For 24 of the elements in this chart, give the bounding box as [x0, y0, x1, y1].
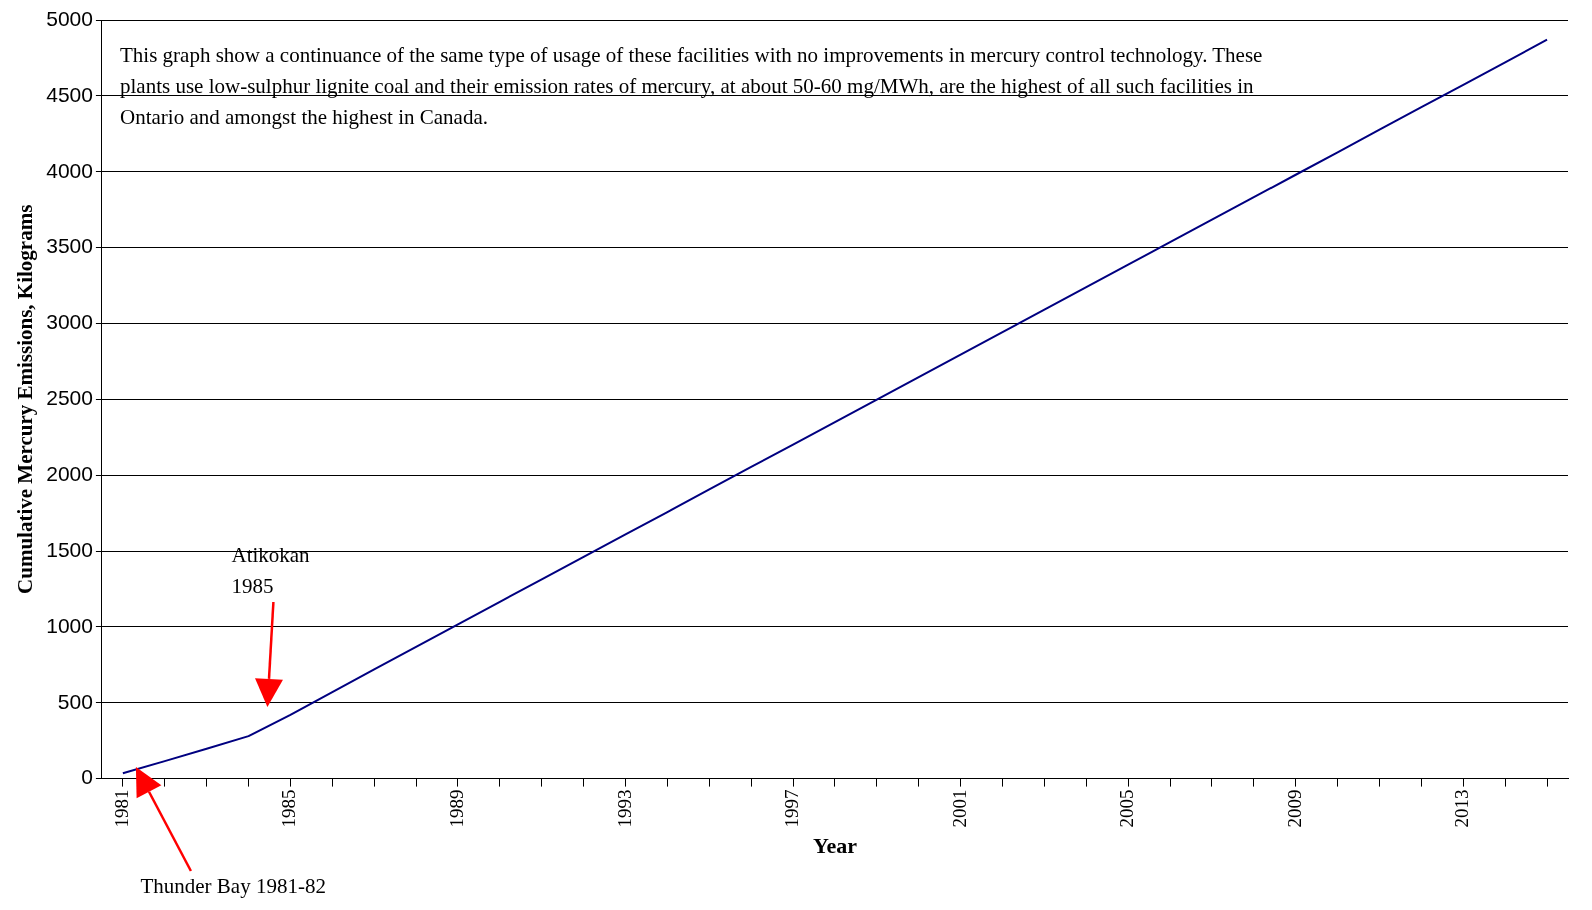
x-tick-label: 1981: [110, 789, 132, 828]
x-tick-label: 2013: [1451, 789, 1473, 828]
x-tick-label: 1993: [613, 789, 635, 828]
x-tick-label: 2005: [1116, 789, 1138, 828]
x-tick-label: 1997: [781, 789, 803, 828]
annotation: This graph show a continuance of the same type of usage of these facilities with no improvements in mercury control technology. These plants use low-sulphur lignite coal and their emission rates of mercury, at about 50-60 mg/MWh, are the highest of all such facilities in Ontario and amongst the highest in Canada.: [120, 42, 1264, 131]
x-axis-title: Year: [812, 833, 858, 859]
y-axis-title: Cumulative Mercury Emissions, Kilograms: [13, 204, 38, 594]
y-tick-label: 4000: [46, 158, 93, 182]
x-tick-label: 2009: [1283, 789, 1305, 828]
text: Thunder Bay 1981-82: [140, 872, 326, 900]
y-tick-label: 3500: [46, 234, 93, 258]
y-tick-label: 5000: [46, 6, 93, 30]
y-tick-label: 3000: [46, 310, 93, 334]
y-tick-label: 0: [81, 765, 93, 789]
y-tick-label: 500: [57, 689, 93, 713]
x-tick-label: 2001: [948, 789, 970, 828]
y-tick-label: 2000: [46, 461, 93, 485]
y-tick-label: 1000: [46, 613, 93, 637]
y-tick-label: 2500: [46, 386, 93, 410]
x-tick-label: 1985: [278, 789, 300, 828]
y-tick-label: 1500: [46, 537, 93, 561]
y-tick-label: 4500: [46, 82, 93, 106]
x-tick-label: 1989: [445, 789, 467, 828]
